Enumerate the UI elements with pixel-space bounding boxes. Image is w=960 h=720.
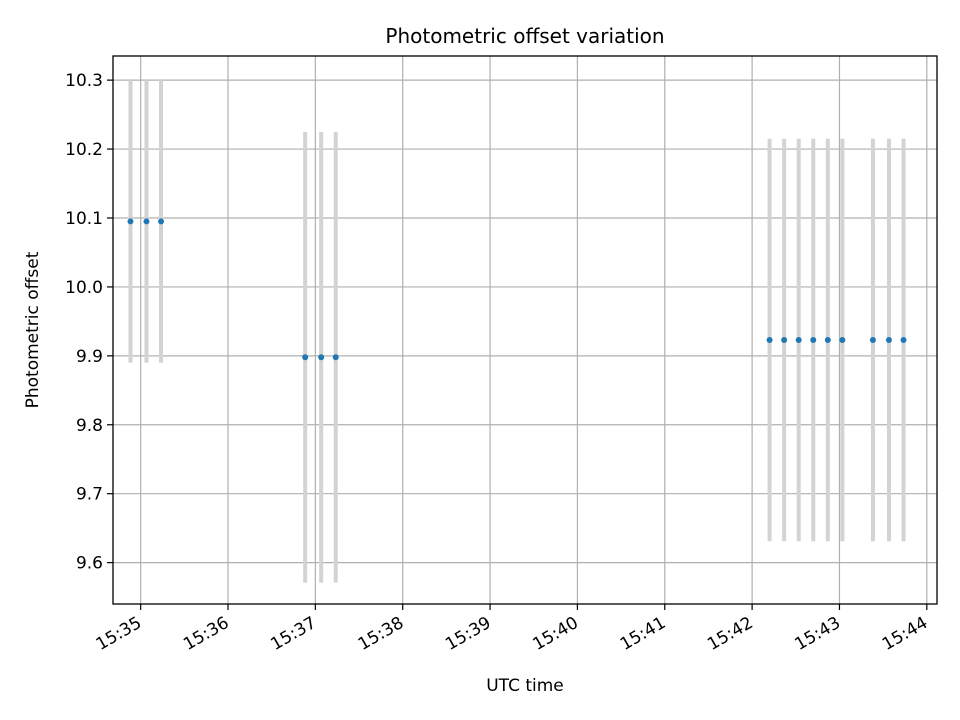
- plot-frame: [112, 55, 938, 605]
- y-tick-label: 9.9: [76, 347, 103, 367]
- y-axis-ticks: 9.6 9.7 9.8 9.9 10.0 10.1 10.2 10.3: [65, 71, 113, 574]
- data-point: [781, 336, 788, 343]
- y-tick-label: 9.8: [76, 416, 103, 436]
- y-axis-label: Photometric offset: [23, 251, 43, 408]
- data-point: [869, 336, 876, 343]
- y-tick-label: 10.0: [65, 278, 103, 298]
- data-point: [318, 354, 325, 361]
- y-tick-label: 10.2: [65, 140, 103, 160]
- y-tick-label: 9.6: [76, 554, 103, 574]
- y-tick-label: 9.7: [76, 485, 103, 505]
- data-points: [127, 218, 907, 361]
- data-point: [900, 336, 907, 343]
- data-point: [839, 336, 846, 343]
- y-tick-label: 10.3: [65, 71, 103, 91]
- data-point: [332, 354, 339, 361]
- data-point: [143, 218, 150, 225]
- data-point: [158, 218, 165, 225]
- y-tick-label: 10.1: [65, 209, 103, 229]
- data-point: [824, 336, 831, 343]
- data-point: [127, 218, 134, 225]
- data-point: [766, 336, 773, 343]
- data-point: [795, 336, 802, 343]
- data-point: [302, 354, 309, 361]
- chart-title: Photometric offset variation: [385, 24, 664, 48]
- data-point: [810, 336, 817, 343]
- data-point: [885, 336, 892, 343]
- x-axis-label: UTC time: [486, 676, 564, 696]
